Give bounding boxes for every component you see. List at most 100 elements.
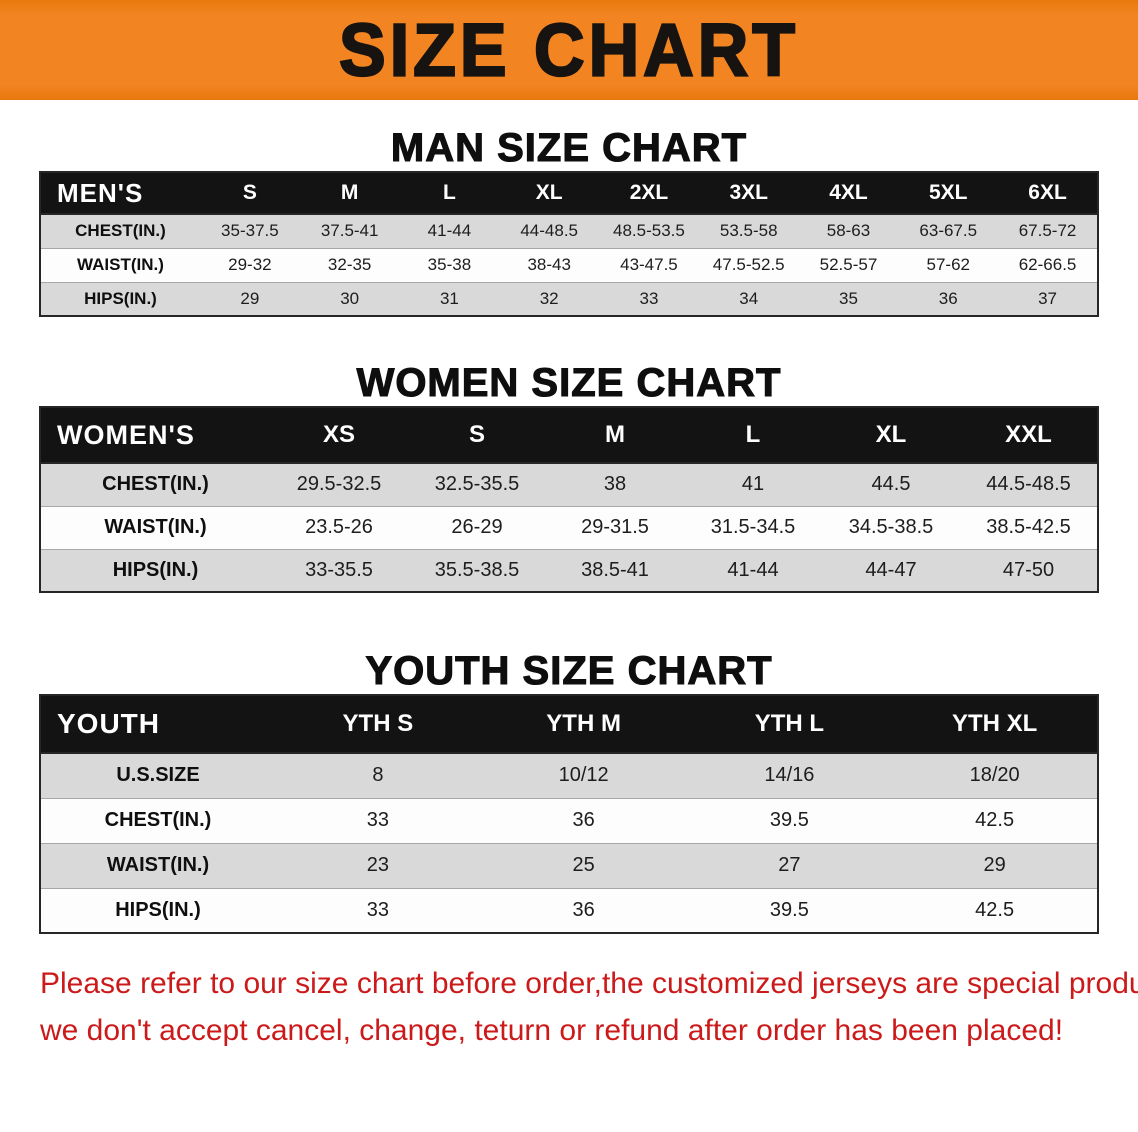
- size-value: 58-63: [798, 213, 899, 248]
- size-value: 41-44: [399, 213, 500, 248]
- size-value: 14/16: [686, 752, 893, 798]
- size-value: 25: [480, 842, 687, 888]
- size-value: 36: [480, 797, 687, 843]
- size-column-header: 6XL: [998, 172, 1098, 215]
- size-value: 43-47.5: [599, 247, 699, 282]
- size-column-header: XL: [499, 172, 600, 215]
- size-value: 31.5-34.5: [684, 505, 822, 549]
- size-value: 39.5: [686, 797, 893, 843]
- table-row: HIPS(IN.) 29 30 31 32 33 34 35 36 37: [40, 281, 1098, 316]
- table-header-row: WOMEN'S XS S M L XL XXL: [40, 407, 1098, 464]
- note-line-1: Please refer to our size chart before or…: [40, 967, 1138, 1000]
- size-value: 38.5-42.5: [960, 505, 1098, 549]
- size-value: 34.5-38.5: [822, 505, 960, 549]
- row-label: WAIST(IN.): [40, 247, 200, 282]
- size-value: 47.5-52.5: [698, 247, 799, 282]
- size-value: 33: [275, 887, 481, 933]
- size-value: 27: [686, 842, 893, 888]
- table-header-row: MEN'S S M L XL 2XL 3XL 4XL 5XL 6XL: [40, 172, 1098, 215]
- size-column-header: 3XL: [698, 172, 799, 215]
- size-value: 35: [798, 281, 899, 316]
- size-value: 18/20: [892, 752, 1098, 798]
- size-value: 23.5-26: [270, 505, 408, 549]
- row-label: CHEST(IN.): [40, 797, 275, 843]
- row-label: HIPS(IN.): [40, 887, 275, 933]
- size-column-header: XS: [270, 407, 408, 464]
- size-value: 37.5-41: [299, 213, 400, 248]
- size-column-header: YTH S: [275, 695, 481, 754]
- size-value: 34: [698, 281, 799, 316]
- size-column-header: 2XL: [599, 172, 699, 215]
- row-label: U.S.SIZE: [40, 752, 275, 798]
- size-value: 29-32: [200, 247, 300, 282]
- table-row: CHEST(IN.) 33 36 39.5 42.5: [40, 797, 1098, 843]
- size-value: 48.5-53.5: [599, 213, 699, 248]
- table-header-row: YOUTH YTH S YTH M YTH L YTH XL: [40, 695, 1098, 754]
- women-size-chart-section: WOMEN SIZE CHART WOMEN'S XS S M L XL XXL CHEST(…: [0, 360, 1138, 593]
- size-value: 35-38: [399, 247, 500, 282]
- row-label: CHEST(IN.): [40, 213, 200, 248]
- size-value: 42.5: [892, 797, 1098, 843]
- size-value: 33: [275, 797, 481, 843]
- size-value: 67.5-72: [998, 213, 1098, 248]
- size-value: 29: [200, 281, 300, 316]
- size-value: 32: [499, 281, 600, 316]
- size-column-header: YTH M: [480, 695, 687, 754]
- size-column-header: L: [684, 407, 822, 464]
- size-value: 32-35: [299, 247, 400, 282]
- size-value: 62-66.5: [998, 247, 1098, 282]
- size-value: 39.5: [686, 887, 893, 933]
- table-row: CHEST(IN.) 29.5-32.5 32.5-35.5 38 41 44.5 44.5…: [40, 462, 1098, 506]
- row-label: WAIST(IN.): [40, 505, 270, 549]
- row-label: HIPS(IN.): [40, 281, 200, 316]
- size-value: 44.5-48.5: [960, 462, 1098, 506]
- row-label: HIPS(IN.): [40, 548, 270, 592]
- size-value: 32.5-35.5: [408, 462, 546, 506]
- size-column-header: M: [299, 172, 400, 215]
- banner: SIZE CHART: [0, 0, 1138, 100]
- size-column-header: L: [399, 172, 500, 215]
- table-row: HIPS(IN.) 33 36 39.5 42.5: [40, 887, 1098, 933]
- size-chart-page: SIZE CHART MAN SIZE CHART MEN'S S M L XL 2XL 3…: [0, 0, 1138, 1054]
- size-column-header: S: [200, 172, 300, 215]
- size-column-header: S: [408, 407, 546, 464]
- size-value: 36: [898, 281, 999, 316]
- size-value: 53.5-58: [698, 213, 799, 248]
- men-chart-heading: MAN SIZE CHART: [390, 125, 748, 170]
- row-label: CHEST(IN.): [40, 462, 270, 506]
- size-value: 10/12: [480, 752, 687, 798]
- size-column-header: 4XL: [798, 172, 899, 215]
- size-value: 52.5-57: [798, 247, 899, 282]
- table-row: U.S.SIZE 8 10/12 14/16 18/20: [40, 752, 1098, 798]
- footer-note: Please refer to our size chart before or…: [40, 960, 1138, 1054]
- youth-chart-heading: YOUTH SIZE CHART: [365, 648, 773, 693]
- table-row: WAIST(IN.) 23 25 27 29: [40, 842, 1098, 888]
- men-size-chart-section: MAN SIZE CHART MEN'S S M L XL 2XL 3XL 4XL 5XL 6XL…: [0, 125, 1138, 317]
- size-value: 30: [299, 281, 400, 316]
- size-value: 23: [275, 842, 481, 888]
- size-value: 44.5: [822, 462, 960, 506]
- size-value: 37: [998, 281, 1098, 316]
- size-value: 29.5-32.5: [270, 462, 408, 506]
- youth-size-table: YOUTH YTH S YTH M YTH L YTH XL U.S.SIZE 8 10/12…: [39, 694, 1099, 934]
- size-value: 38: [546, 462, 684, 506]
- row-label: WAIST(IN.): [40, 842, 275, 888]
- size-value: 33: [599, 281, 699, 316]
- size-value: 35.5-38.5: [408, 548, 546, 592]
- men-size-table: MEN'S S M L XL 2XL 3XL 4XL 5XL 6XL CHEST(IN.) 35-37…: [39, 171, 1099, 317]
- page-title: SIZE CHART: [338, 7, 799, 92]
- size-value: 35-37.5: [200, 213, 300, 248]
- size-value: 26-29: [408, 505, 546, 549]
- size-value: 42.5: [892, 887, 1098, 933]
- size-value: 41: [684, 462, 822, 506]
- size-value: 36: [480, 887, 687, 933]
- table-row: HIPS(IN.) 33-35.5 35.5-38.5 38.5-41 41-44 44-…: [40, 548, 1098, 592]
- youth-size-chart-section: YOUTH SIZE CHART YOUTH YTH S YTH M YTH L YTH…: [0, 648, 1138, 934]
- size-value: 44-47: [822, 548, 960, 592]
- size-value: 38.5-41: [546, 548, 684, 592]
- size-column-header: YTH XL: [892, 695, 1098, 754]
- size-column-header: XXL: [960, 407, 1098, 464]
- table-row: CHEST(IN.) 35-37.5 37.5-41 41-44 44-48.5 48.5…: [40, 213, 1098, 248]
- size-column-header: YTH L: [686, 695, 893, 754]
- size-value: 57-62: [898, 247, 999, 282]
